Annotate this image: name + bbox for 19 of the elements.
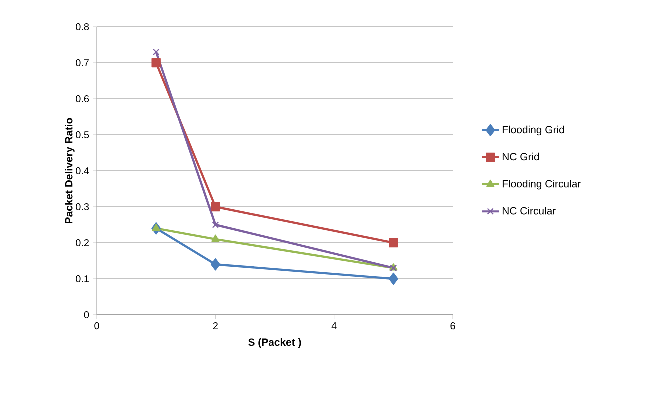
legend-label: NC Grid xyxy=(502,152,540,161)
y-tick-label: 0.6 xyxy=(76,95,90,103)
y-tick-label: 0.2 xyxy=(76,239,89,247)
legend-label: NC Circular xyxy=(502,207,556,215)
x-tick-label: 0 xyxy=(94,322,100,330)
y-tick-label: 0.8 xyxy=(76,23,90,31)
y-tick-label: 0.7 xyxy=(76,59,89,67)
y-tick-label: 0.5 xyxy=(76,131,90,139)
y-axis-title: Packet Delivery Ratio xyxy=(65,118,75,224)
legend-label: Flooding Grid xyxy=(502,126,564,136)
y-tick-label: 0.1 xyxy=(76,275,90,283)
x-tick-label: 6 xyxy=(450,322,456,330)
x-tick-label: 2 xyxy=(213,322,218,330)
y-tick-label: 0.4 xyxy=(76,167,90,175)
y-tick-label: 0 xyxy=(84,311,90,319)
y-tick-label: 0.3 xyxy=(76,203,90,211)
x-tick-label: 4 xyxy=(332,322,337,330)
legend-label: Flooding Circular xyxy=(502,180,581,190)
x-axis-title: S (Packet ) xyxy=(248,338,302,348)
